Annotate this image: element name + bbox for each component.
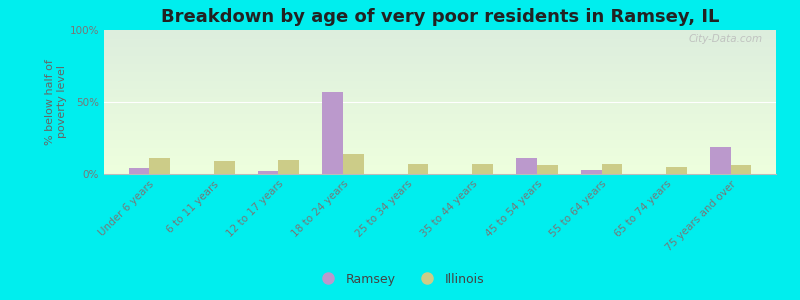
Y-axis label: % below half of
poverty level: % below half of poverty level: [46, 59, 67, 145]
Bar: [472, 164, 493, 174]
Title: Breakdown by age of very poor residents in Ramsey, IL: Breakdown by age of very poor residents …: [161, 8, 719, 26]
Bar: [214, 161, 234, 174]
Bar: [516, 158, 537, 174]
Legend: Ramsey, Illinois: Ramsey, Illinois: [311, 268, 489, 291]
Bar: [710, 147, 730, 174]
Bar: [602, 164, 622, 174]
Bar: [581, 170, 602, 174]
Bar: [343, 154, 364, 174]
Bar: [666, 167, 687, 174]
Bar: [322, 92, 343, 174]
Bar: [278, 160, 299, 174]
Text: City-Data.com: City-Data.com: [689, 34, 762, 44]
Bar: [730, 165, 751, 174]
Bar: [258, 171, 278, 174]
Bar: [408, 164, 428, 174]
Bar: [537, 165, 558, 174]
Bar: [150, 158, 170, 174]
Bar: [129, 168, 150, 174]
